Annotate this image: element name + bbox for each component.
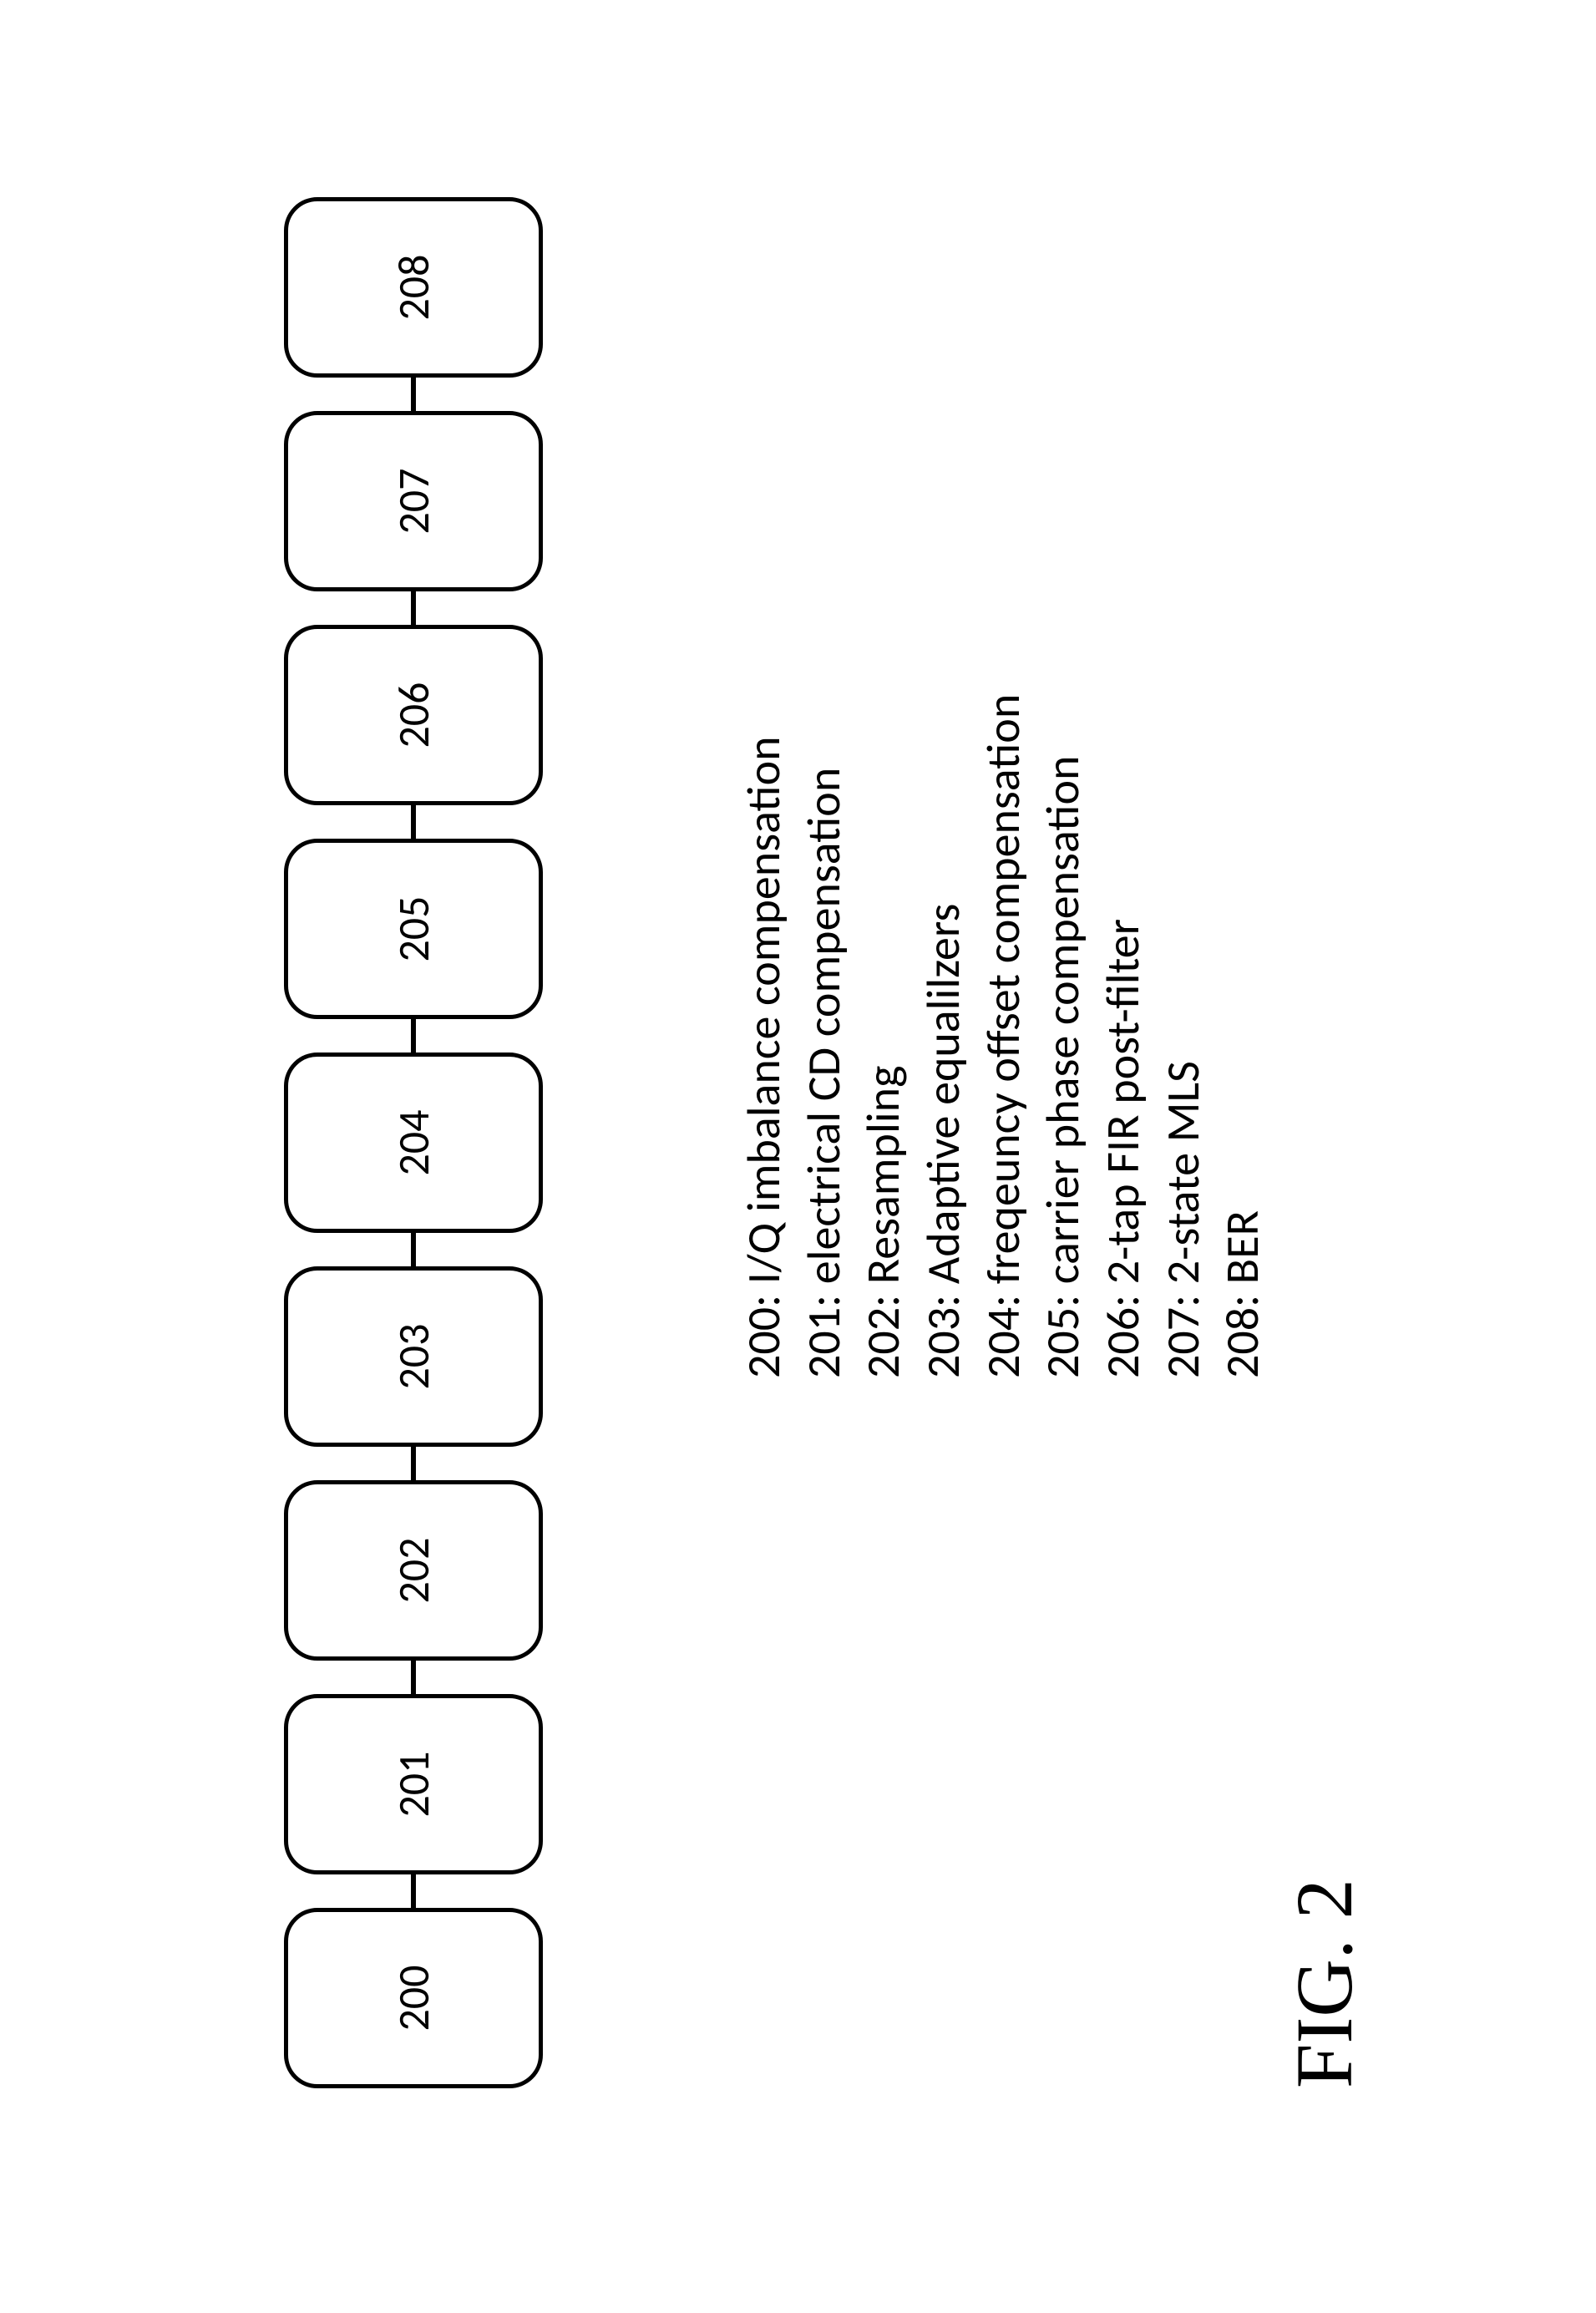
page: 200 201 202 203 204 205 206 207 208 200:… [0,0,1596,2313]
legend-line: 203: Adaptive equalilzers [915,694,975,1378]
legend-line: 207: 2-state MLS [1154,694,1214,1378]
legend-line: 208: BER [1213,694,1274,1378]
figure-label: FIG. 2 [1278,1879,1371,2088]
node-200: 200 [284,1908,543,2088]
node-205: 205 [284,839,543,1019]
link-7 [411,378,416,411]
link-3 [411,1233,416,1266]
legend-line: 202: Resampling [854,694,915,1378]
node-202: 202 [284,1480,543,1661]
legend: 200: I/Q imbalance compensation 201: ele… [735,694,1274,1378]
link-5 [411,805,416,839]
legend-line: 204: freqeuncy offset compensation [975,694,1035,1378]
node-201: 201 [284,1694,543,1874]
node-204: 204 [284,1053,543,1233]
legend-line: 206: 2-tap FIR post-filter [1094,694,1154,1378]
node-207: 207 [284,411,543,591]
link-0 [411,1874,416,1908]
link-1 [411,1661,416,1694]
node-206: 206 [284,625,543,805]
legend-line: 200: I/Q imbalance compensation [735,694,795,1378]
legend-line: 201: electrical CD compensation [795,694,855,1378]
link-4 [411,1019,416,1053]
diagram-canvas: 200 201 202 203 204 205 206 207 208 200:… [217,167,1386,2088]
node-203: 203 [284,1266,543,1447]
legend-line: 205: carrier phase compensation [1034,694,1094,1378]
node-208: 208 [284,197,543,378]
link-6 [411,591,416,625]
process-chain: 200 201 202 203 204 205 206 207 208 [284,197,543,2088]
link-2 [411,1447,416,1480]
